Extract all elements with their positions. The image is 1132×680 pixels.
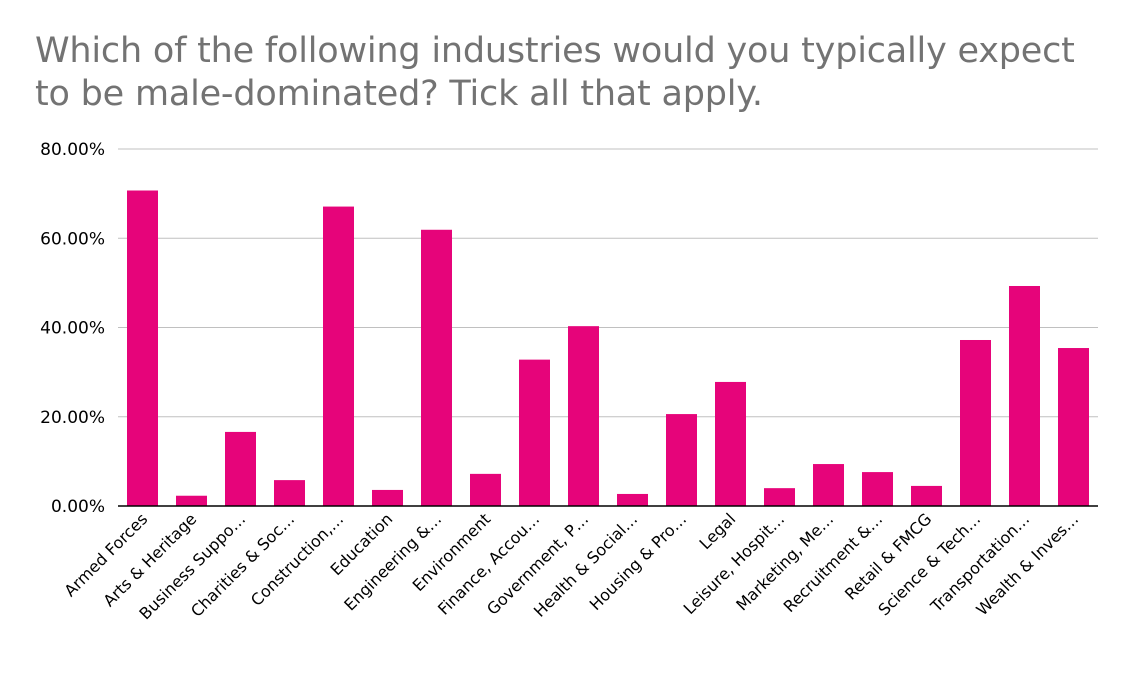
bar: [813, 464, 844, 506]
y-tick-label: 0.00%: [51, 497, 105, 517]
x-tick-label: Retail & FMCG: [841, 509, 935, 603]
y-tick-label: 80.00%: [40, 140, 105, 160]
bar: [323, 206, 354, 506]
bar: [617, 493, 648, 506]
bar: [568, 326, 599, 506]
y-tick-label: 40.00%: [40, 319, 105, 339]
bar: [862, 472, 893, 506]
x-tick-label: Legal: [696, 509, 740, 553]
y-tick-label: 60.00%: [40, 229, 105, 249]
bar: [764, 488, 795, 506]
x-tick-label: Armed Forces: [60, 509, 151, 600]
y-axis-tick-labels: 0.00% 20.00% 40.00% 60.00% 80.00%: [40, 140, 105, 517]
chart-title: Which of the following industries would …: [35, 31, 1075, 114]
bar: [1009, 285, 1040, 506]
bar: [372, 489, 403, 506]
bar: [715, 381, 746, 506]
bar: [225, 431, 256, 506]
y-tick-label: 20.00%: [40, 408, 105, 428]
bar: [911, 485, 942, 506]
bar: [470, 473, 501, 506]
bar: [176, 495, 207, 506]
bar: [274, 480, 305, 506]
gridlines: [118, 148, 1098, 418]
bar: [127, 190, 158, 506]
bar: [960, 339, 991, 506]
bar: [1058, 348, 1089, 506]
bar: [519, 359, 550, 506]
bar: [666, 414, 697, 506]
bars: [127, 190, 1089, 507]
bar: [421, 229, 452, 507]
